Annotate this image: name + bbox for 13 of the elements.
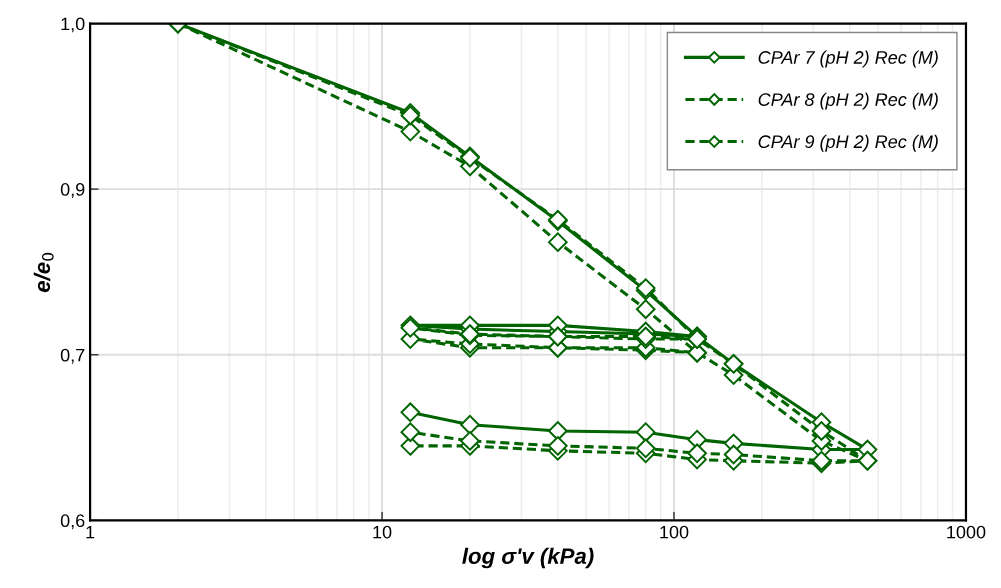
- x-tick-label: 10: [373, 525, 392, 539]
- x-axis-title: log σ'v (kPa): [462, 547, 594, 569]
- x-tick-label: 1000: [947, 525, 986, 539]
- x-tick-label: 1: [86, 525, 95, 539]
- y-tick-label: 0,9: [60, 183, 85, 198]
- legend-label: CPAr 9 (pH 2) Rec (M): [758, 134, 938, 152]
- x-tick-label: 100: [660, 525, 689, 539]
- legend-label: CPAr 8 (pH 2) Rec (M): [758, 92, 938, 110]
- y-axis-title: e/e$_{0}$: [33, 252, 54, 293]
- y-tick-label: 1,0: [61, 17, 85, 33]
- y-tick-label: 0,7: [60, 348, 85, 364]
- y-tick-label: 0,6: [60, 514, 85, 530]
- legend-label: CPAr 7 (pH 2) Rec (M): [758, 50, 938, 68]
